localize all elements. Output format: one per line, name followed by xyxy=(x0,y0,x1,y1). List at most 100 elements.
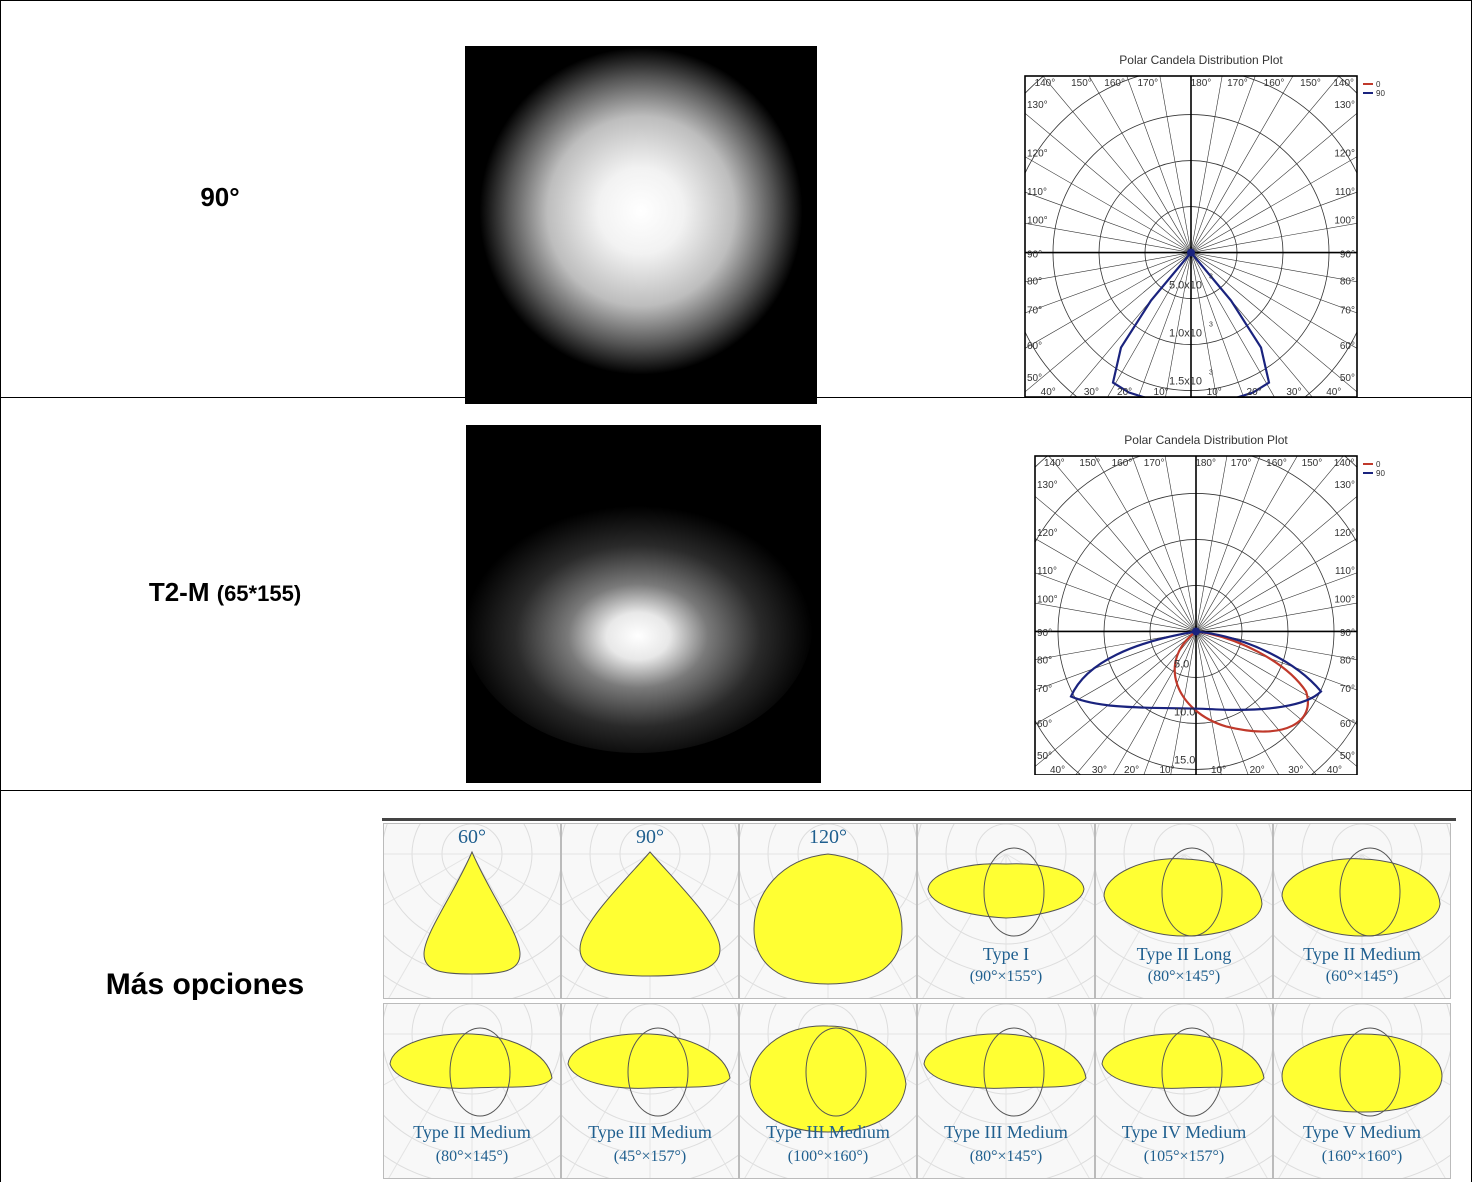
distribution-shape-plot xyxy=(384,1004,560,1178)
distribution-shape xyxy=(1103,858,1263,937)
left-angle-label: 50° xyxy=(1037,751,1052,762)
row-2-label: T2-M (65*155) xyxy=(95,577,355,608)
top-angle-label: 180° xyxy=(1195,458,1216,469)
polar-spoke xyxy=(1195,602,1357,632)
top-angle-label: 180° xyxy=(1191,78,1212,89)
right-angle-label: 60° xyxy=(1340,341,1355,352)
distribution-angle-title: 120° xyxy=(809,826,847,848)
distribution-inner-curve xyxy=(983,1027,1045,1117)
beam-image-round xyxy=(465,46,817,404)
left-angle-label: 130° xyxy=(1037,480,1058,491)
distribution-shape-plot xyxy=(918,824,1094,998)
radial-label: 5.0 xyxy=(1174,658,1189,670)
left-angle-label: 90° xyxy=(1027,249,1042,260)
distribution-option-cell: 60° xyxy=(383,823,561,999)
distribution-shape xyxy=(579,851,721,977)
row-divider-2 xyxy=(0,790,1472,791)
polar-spoke xyxy=(1195,631,1357,767)
polar-spoke xyxy=(1195,631,1249,775)
bottom-angle-label: 30° xyxy=(1288,765,1303,775)
beam-image-elliptic xyxy=(466,425,821,783)
distribution-shape-plot xyxy=(1096,1004,1272,1178)
polar-spoke xyxy=(1190,252,1217,397)
distribution-option-cell: Type II Medium (60°×145°) xyxy=(1273,823,1451,999)
polar-spoke xyxy=(1195,538,1357,632)
distribution-type-name: Type III Medium xyxy=(588,1122,712,1142)
radial-label-exponent: 3 xyxy=(1209,370,1213,377)
polar-spoke xyxy=(1025,191,1192,253)
bottom-angle-label: 20° xyxy=(1124,765,1139,775)
polar-spoke xyxy=(1048,456,1197,632)
polar-spoke xyxy=(1190,252,1357,393)
distribution-type-name: Type II Medium xyxy=(1303,944,1421,964)
distribution-shape-plot xyxy=(1274,1004,1450,1178)
right-angle-label: 130° xyxy=(1334,100,1355,111)
polar-spoke xyxy=(1088,76,1192,253)
distribution-shape xyxy=(1281,1033,1443,1113)
polar-spoke xyxy=(1159,76,1192,253)
distribution-options-grid: 60° 90° 120° Type I (90°×155°) Type II Long (8… xyxy=(382,818,1456,1181)
right-angle-label: 120° xyxy=(1334,528,1355,539)
left-angle-label: 60° xyxy=(1037,719,1052,730)
left-angle-label: 80° xyxy=(1027,277,1042,288)
distribution-shape xyxy=(1101,1033,1265,1089)
bottom-angle-label: 10° xyxy=(1159,765,1174,775)
right-angle-label: 70° xyxy=(1340,306,1355,317)
distribution-shape-plot xyxy=(562,1004,738,1178)
top-angle-label: 160° xyxy=(1264,78,1285,89)
left-angle-label: 90° xyxy=(1037,628,1052,639)
left-angle-label: 50° xyxy=(1027,373,1042,384)
curve-c0 xyxy=(1173,630,1309,733)
distribution-shape xyxy=(927,863,1085,919)
top-angle-label: 140° xyxy=(1044,458,1065,469)
left-angle-label: 70° xyxy=(1037,684,1052,695)
distribution-option-cell: Type IV Medium (105°×157°) xyxy=(1095,1003,1273,1179)
top-angle-label: 170° xyxy=(1137,78,1158,89)
polar-spoke xyxy=(1035,572,1197,632)
polar-spoke xyxy=(1025,156,1192,253)
distribution-type-name: Type I xyxy=(982,944,1030,964)
bottom-angle-label: 30° xyxy=(1092,765,1107,775)
table-border-left xyxy=(0,0,1,1182)
polar-spoke xyxy=(1138,252,1192,397)
polar-spoke xyxy=(1190,76,1223,253)
curve-c90 xyxy=(1111,250,1271,397)
polar-spoke xyxy=(1131,456,1197,632)
row-1-label-text: 90° xyxy=(200,182,240,212)
row-3-label: Más opciones xyxy=(60,968,350,1002)
polar-spoke xyxy=(1126,76,1192,253)
legend-label: 90 xyxy=(1376,469,1385,478)
distribution-inner-curve xyxy=(805,1027,867,1117)
top-angle-label: 160° xyxy=(1266,458,1287,469)
polar-spoke xyxy=(1195,456,1298,632)
radial-label: 1.0x10 xyxy=(1169,328,1202,340)
distribution-dimensions: (45°×157°) xyxy=(613,1148,687,1165)
radial-label-exponent: 3 xyxy=(1209,322,1213,329)
distribution-dimensions: (160°×160°) xyxy=(1321,1148,1403,1165)
left-angle-label: 120° xyxy=(1037,528,1058,539)
polar-spoke xyxy=(1190,76,1294,253)
right-angle-label: 90° xyxy=(1340,628,1355,639)
distribution-shape xyxy=(567,1033,731,1089)
grid-spoke xyxy=(649,853,738,906)
right-angle-label: 90° xyxy=(1340,249,1355,260)
distribution-inner-curve xyxy=(1161,847,1223,937)
top-angle-label: 140° xyxy=(1333,78,1354,89)
distribution-type-name: Type V Medium xyxy=(1302,1122,1422,1142)
polar-spoke xyxy=(1195,631,1317,775)
polar-grid xyxy=(1035,456,1357,775)
polar-spoke xyxy=(1165,252,1192,397)
polar-spoke xyxy=(1195,572,1357,632)
top-angle-label: 170° xyxy=(1227,78,1248,89)
polar-spoke xyxy=(1025,222,1192,253)
polar-spoke xyxy=(1190,191,1357,253)
distribution-inner-curve xyxy=(1161,1027,1223,1117)
distribution-type-name: Type III Medium xyxy=(766,1122,890,1142)
polar-spoke xyxy=(1195,631,1280,775)
polar-spoke xyxy=(1190,156,1357,253)
polar-spoke xyxy=(1195,456,1344,632)
left-angle-label: 110° xyxy=(1037,566,1057,577)
distribution-inner-curve xyxy=(1339,847,1401,937)
polar-spoke xyxy=(1195,631,1357,725)
distribution-dimensions: (80°×145°) xyxy=(1147,968,1221,985)
